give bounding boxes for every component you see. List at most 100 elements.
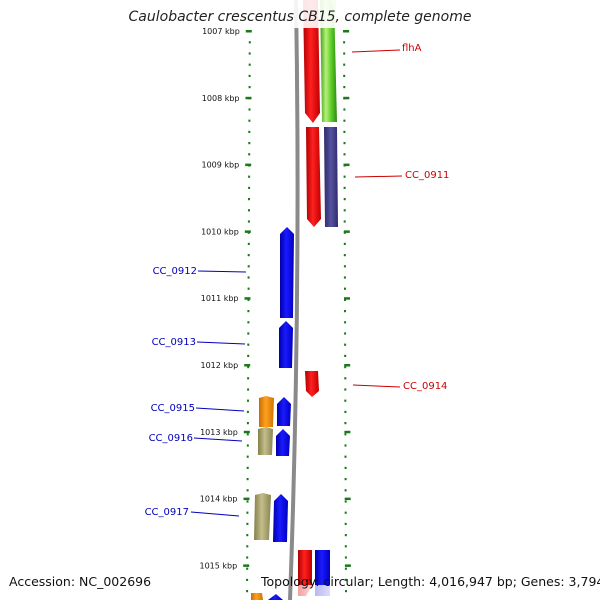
ruler-dot xyxy=(344,545,347,548)
ruler-label: 1009 kbp xyxy=(201,161,239,170)
ruler-dot xyxy=(246,433,249,436)
ruler-dot xyxy=(344,321,347,324)
ruler-dot xyxy=(343,130,346,133)
ruler-dot xyxy=(344,511,347,514)
gene-CC_0913 xyxy=(279,321,293,368)
ruler-major-tick xyxy=(344,297,350,300)
ruler-dot xyxy=(246,478,249,481)
ruler-dot xyxy=(247,366,250,369)
ruler-dot xyxy=(247,287,250,290)
gene-CC_0917 xyxy=(273,494,288,542)
ruler-dot xyxy=(246,444,249,447)
ruler-major-tick xyxy=(245,163,252,167)
gene-flhA xyxy=(303,0,320,123)
gene-label-CC_0912: CC_0912 xyxy=(153,266,197,277)
ruler-dot xyxy=(343,52,346,55)
ruler-major-tick xyxy=(343,96,350,100)
ruler-major-tick xyxy=(343,230,350,233)
ruler-dot xyxy=(247,399,249,402)
ruler-major-tick xyxy=(244,297,251,300)
gene-CC_0916 xyxy=(276,429,290,456)
leader-CC_0913 xyxy=(196,341,246,345)
genome-backbone xyxy=(288,0,300,600)
gene-orange-bottom xyxy=(251,593,263,600)
ruler-dot xyxy=(343,108,346,111)
ruler-major-tick xyxy=(344,564,351,567)
ruler-label: 1011 kbp xyxy=(201,294,239,303)
title-band xyxy=(0,0,600,28)
ruler-dot xyxy=(344,522,347,525)
ruler-dot xyxy=(344,466,347,469)
ruler-dot xyxy=(344,489,347,492)
ruler-dot xyxy=(248,130,251,133)
ruler-dot xyxy=(344,578,347,581)
gene-blue-bottom-reverse xyxy=(268,594,283,600)
leader-CC_0914 xyxy=(352,384,401,388)
ruler-dot xyxy=(246,590,249,593)
ruler-dot xyxy=(248,198,250,201)
ruler-dot xyxy=(344,366,347,369)
ruler-dot xyxy=(248,209,250,212)
ruler-major-tick xyxy=(344,430,351,434)
ruler-dot xyxy=(248,63,251,66)
leader-CC_0915 xyxy=(195,407,245,412)
ruler-dot xyxy=(246,511,249,514)
ruler-dot xyxy=(344,343,347,346)
ruler-dot xyxy=(344,377,347,380)
leader-CC_0917 xyxy=(190,511,240,517)
accession-text: Accession: NC_002696 xyxy=(9,574,152,589)
ruler-dot xyxy=(343,209,346,212)
ruler-dot xyxy=(343,153,346,156)
ruler-dot xyxy=(246,466,249,469)
ruler-dot xyxy=(247,220,250,223)
ruler-dot xyxy=(343,276,346,279)
ruler-dot xyxy=(247,242,250,245)
ruler-dot xyxy=(345,590,347,593)
gene-blue-bottom-faded xyxy=(315,585,330,596)
ruler-dot xyxy=(343,265,346,268)
ruler-label: 1015 kbp xyxy=(199,561,237,570)
gene-label-CC_0915: CC_0915 xyxy=(151,403,195,414)
gene-red-2 xyxy=(306,127,321,227)
ruler-dot xyxy=(247,321,250,324)
ruler-dot xyxy=(344,433,347,436)
ruler-major-tick xyxy=(243,564,250,567)
gene-red-bottom xyxy=(298,550,312,585)
gene-green-neighbour xyxy=(320,0,337,122)
ruler-major-tick xyxy=(343,163,350,167)
reverse-strand-features xyxy=(251,227,294,600)
ruler-label: 1013 kbp xyxy=(200,428,238,437)
ruler-dot xyxy=(343,242,346,245)
ruler-dot xyxy=(344,444,347,447)
gene-CC_0911 xyxy=(324,127,338,227)
page-title: Caulobacter crescentus CB15, complete ge… xyxy=(128,9,472,25)
ruler-dot xyxy=(343,175,346,178)
ruler-dot xyxy=(344,332,347,335)
ruler-major-tick xyxy=(243,430,250,434)
gene-label-CC_0917: CC_0917 xyxy=(145,507,189,518)
ruler-dot xyxy=(247,298,250,301)
ruler-dot xyxy=(247,354,250,357)
ruler-dot xyxy=(343,74,346,77)
ruler-dot xyxy=(247,265,250,268)
gene-CC_0916-olive xyxy=(258,427,273,455)
ruler-major-tick xyxy=(344,364,351,367)
ruler-major-tick xyxy=(245,96,252,100)
forward-strand-features xyxy=(298,0,338,596)
ruler-dot xyxy=(248,74,251,77)
ruler-labels: 1007 kbp 1008 kbp 1009 kbp 1010 kbp 1011 kbp… xyxy=(199,27,351,570)
ruler-dot xyxy=(344,410,347,413)
gene-CC_0914 xyxy=(305,371,319,397)
ruler-dot xyxy=(246,567,249,570)
ruler-dot xyxy=(343,119,346,122)
ruler-dot xyxy=(343,41,346,44)
ruler-dot xyxy=(246,556,249,559)
ruler-dot xyxy=(343,254,346,257)
ruler-dot xyxy=(344,287,346,290)
gene-blue-bottom xyxy=(315,550,330,585)
ruler-dot xyxy=(246,578,249,581)
ruler-dot xyxy=(246,422,249,425)
gene-label-CC_0913: CC_0913 xyxy=(152,337,196,348)
ruler-dot xyxy=(344,478,347,481)
